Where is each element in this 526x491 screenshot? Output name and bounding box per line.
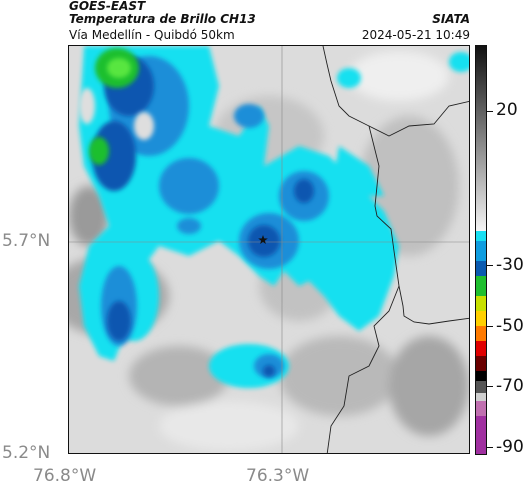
clear-holes	[79, 88, 154, 140]
star-icon	[258, 235, 268, 244]
colorbar	[475, 45, 487, 455]
title-satellite: GOES-EAST	[69, 0, 146, 13]
colorbar-tick	[487, 386, 493, 387]
border-lines	[322, 46, 469, 453]
grid-lines	[69, 46, 469, 453]
colorbar-label-20: 20	[496, 100, 518, 120]
colorbar-label-minus90: -90	[496, 437, 524, 457]
colorbar-tick	[487, 111, 493, 112]
title-org: SIATA	[432, 12, 470, 26]
colorbar-tick	[487, 265, 493, 266]
lon-label-right: 76.3°W	[246, 466, 310, 486]
title-product: Temperatura de Brillo CH13	[69, 12, 256, 26]
colorbar-tick	[487, 447, 493, 448]
map-canvas	[69, 46, 469, 453]
colorbar-label-minus70: -70	[496, 376, 524, 396]
title-timestamp: 2024-05-21 10:49	[361, 28, 470, 42]
title-route: Vía Medellín - Quibdó 50km	[69, 28, 235, 42]
satellite-map[interactable]	[68, 45, 470, 454]
lon-label-left: 76.8°W	[33, 466, 97, 486]
colorbar-label-minus50: -50	[496, 316, 524, 336]
lat-label-top: 5.7°N	[2, 231, 51, 251]
lat-label-bottom: 5.2°N	[2, 443, 51, 463]
colorbar-label-minus30: -30	[496, 255, 524, 275]
colorbar-tick	[487, 326, 493, 327]
